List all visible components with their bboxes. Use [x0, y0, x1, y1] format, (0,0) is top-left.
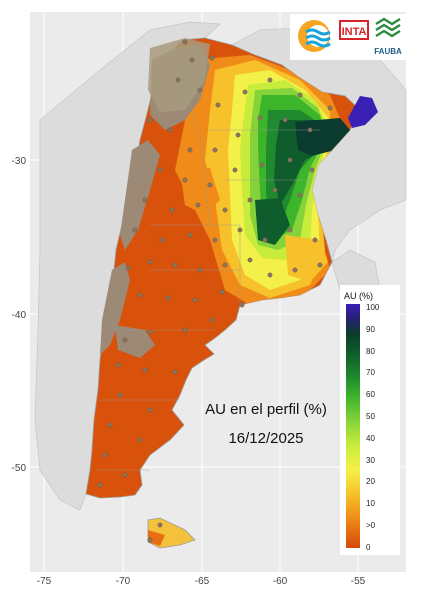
legend-tick-label: 10: [366, 499, 375, 508]
legend-color-bar: [346, 304, 360, 548]
tierra-del-fuego-dry: [148, 530, 165, 546]
legend-tick-label: >0: [366, 521, 376, 530]
legend: AU (%) 100 90 80 70 60 50 40 30 20 10 >0…: [340, 285, 400, 555]
station-points: [97, 39, 333, 543]
legend-tick-label: 50: [366, 412, 375, 421]
legend-tick-label: 100: [366, 303, 380, 312]
x-axis-labels: -75 -70 -65 -60 -55: [37, 576, 366, 587]
y-tick-label: -50: [12, 463, 27, 474]
puna-no-data: [148, 38, 210, 112]
province-borders: [96, 59, 320, 471]
legend-tick-label: 30: [366, 456, 375, 465]
x-tick-label: -65: [195, 576, 210, 587]
misiones-saturated: [348, 96, 378, 128]
x-tick-label: -55: [351, 576, 366, 587]
inta-logo-icon: INTA: [339, 20, 369, 40]
legend-tick-label: 60: [366, 390, 375, 399]
y-tick-label: -40: [12, 310, 27, 321]
x-tick-label: -70: [116, 576, 131, 587]
y-axis-labels: -30 -40 -50: [12, 156, 27, 474]
legend-tick-label: 40: [366, 434, 375, 443]
legend-tick-label: 90: [366, 325, 375, 334]
x-tick-label: -60: [273, 576, 288, 587]
legend-title: AU (%): [344, 291, 373, 301]
logos: INTA FAUBA: [290, 14, 406, 60]
y-tick-label: -30: [12, 156, 27, 167]
legend-tick-label: 0: [366, 543, 371, 552]
legend-tick-label: 20: [366, 477, 375, 486]
map-date: 16/12/2025: [228, 430, 303, 447]
legend-tick-label: 70: [366, 368, 375, 377]
svg-text:FAUBA: FAUBA: [374, 47, 402, 56]
fauba-logo-icon: FAUBA: [374, 17, 402, 56]
map-title: AU en el perfil (%): [205, 401, 327, 418]
svg-text:INTA: INTA: [342, 26, 367, 38]
waves-logo-icon: [298, 20, 331, 52]
legend-tick-label: 80: [366, 347, 375, 356]
x-tick-label: -75: [37, 576, 52, 587]
